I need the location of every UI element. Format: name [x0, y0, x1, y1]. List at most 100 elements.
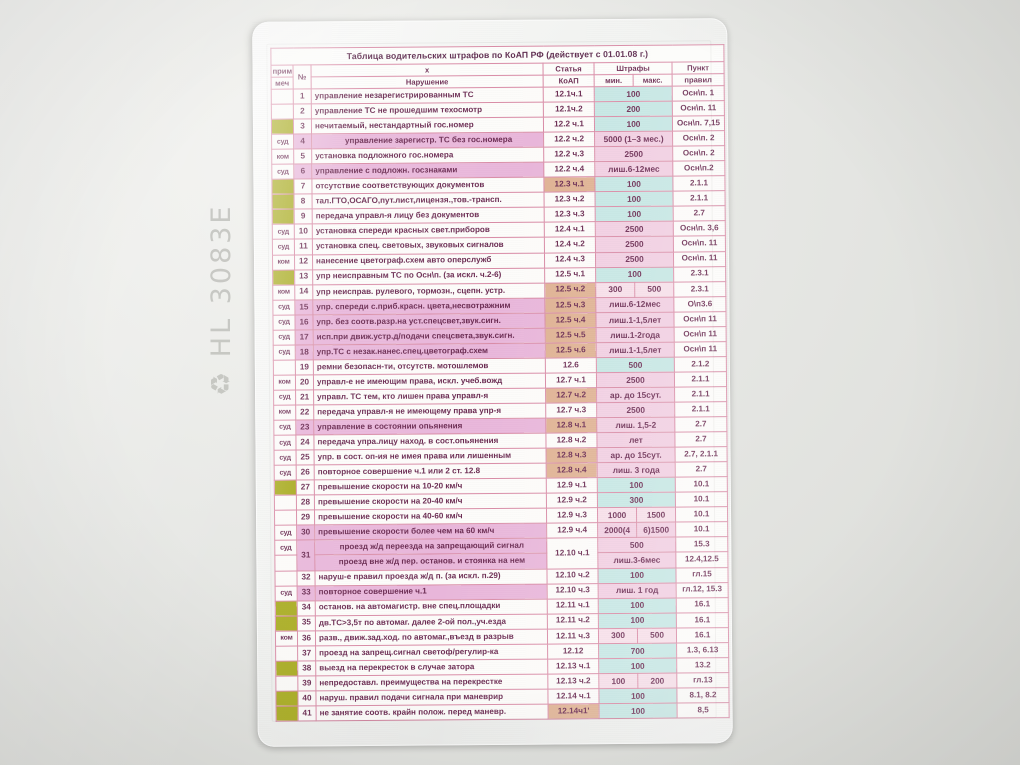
cell-article: 12.8 ч.3: [546, 447, 598, 464]
cell-rule: 13.2: [676, 657, 729, 673]
cell-fine-max: 6)1500: [636, 522, 676, 538]
cell-article: 12.10 ч.3: [547, 583, 599, 599]
cell-fine: 100: [594, 116, 673, 132]
header-rule-bottom: правил: [672, 73, 725, 87]
cell-number: 38: [297, 660, 316, 676]
cell-fine: 2500: [595, 236, 674, 253]
cell-rule: 2.7: [675, 461, 728, 478]
cell-number: 1: [293, 88, 312, 105]
cell-fine: ар. до 15сут.: [597, 447, 676, 463]
cell-number: 9: [294, 209, 313, 225]
cell-fine: 2500: [595, 221, 674, 238]
cell-fine: лиш.3-6мес: [597, 552, 676, 569]
cell-number: 40: [297, 690, 317, 706]
cell-note: [275, 615, 298, 631]
cell-article: 12.4 ч.3: [544, 252, 596, 268]
cell-number: 37: [297, 645, 316, 661]
cell-note: [274, 495, 297, 511]
cell-rule: 16.1: [676, 612, 729, 628]
cell-fine: 5000 (1–3 мес.): [594, 131, 673, 147]
header-no: №: [293, 64, 312, 90]
cell-article: 12.3 ч.3: [544, 207, 596, 223]
cell-fine: 100: [598, 687, 678, 704]
cell-number: 16: [294, 314, 314, 330]
cell-note: суд: [274, 465, 297, 481]
cell-fine: 100: [595, 266, 674, 283]
cell-fine: ар. до 15сут.: [596, 387, 675, 403]
cell-rule: 15.3: [675, 537, 728, 553]
cell-note: [274, 555, 297, 571]
cell-note: [272, 269, 295, 285]
cell-rule: гл.12, 15.3: [676, 582, 729, 598]
cell-article: 12.10 ч.2: [546, 568, 599, 584]
cell-number: 18: [295, 344, 314, 360]
cell-note: ком: [272, 284, 295, 300]
cell-rule: 2.3.1: [673, 266, 726, 282]
cell-number: 19: [295, 359, 314, 375]
cell-number: 25: [296, 450, 315, 466]
cell-fine: 2500: [594, 146, 673, 162]
cell-number: 6: [293, 164, 312, 180]
cell-rule: 2.1.1: [672, 175, 726, 192]
cell-rule: Осн\п. 3,6: [673, 221, 726, 237]
table-row: 41 не занятие соотв. крайн полож. перед м…: [276, 702, 730, 722]
cell-note: [275, 600, 298, 616]
cell-number: 28: [296, 495, 315, 511]
cell-rule: О\п3.6: [673, 296, 726, 312]
cell-article: 12.14 ч.1: [547, 688, 600, 704]
cell-fine-min: 300: [595, 281, 635, 298]
cell-rule: Осн\п. 1: [672, 85, 725, 102]
cell-fine: 100: [598, 657, 677, 674]
cell-note: суд: [273, 435, 297, 451]
cell-article: 12.5 ч.3: [544, 297, 596, 313]
cell-rule: 10.1: [675, 506, 728, 523]
header-fine-max: макс.: [633, 74, 673, 87]
cell-fine: лет: [596, 432, 676, 448]
cell-note: [275, 675, 298, 692]
header-fines: Штрафы: [593, 62, 673, 75]
header-fine-min: мин.: [594, 74, 634, 87]
cell-rule: гл.15: [675, 567, 729, 583]
cell-fine: 100: [599, 702, 678, 719]
cell-rule: 10.1: [675, 522, 728, 538]
cell-number: 30: [296, 525, 315, 541]
cell-violation: не занятие соотв. крайн полож. перед ман…: [316, 703, 549, 721]
cell-number: 32: [296, 570, 316, 586]
cell-note: [274, 570, 298, 586]
cell-note: ком: [273, 405, 296, 421]
cell-note: суд: [274, 450, 297, 466]
cell-number: 13: [294, 269, 313, 285]
cell-fine: лиш. 3 года: [597, 462, 676, 478]
cell-article: 12.8 ч.1: [545, 417, 597, 434]
cell-article: 12.1ч.1: [543, 86, 595, 103]
cell-rule: 2.1.1: [674, 386, 727, 403]
cell-rule: 2.7: [673, 206, 726, 222]
cell-fine: 100: [597, 477, 676, 493]
header-note-bottom: меч: [271, 77, 294, 90]
cell-article: 12.7 ч.2: [545, 387, 597, 404]
cell-note: [271, 89, 294, 105]
laminated-fines-card: Таблица водительских штрафов по КоАП РФ …: [252, 18, 733, 747]
cell-note: суд: [272, 314, 296, 330]
cell-note: ком: [272, 254, 295, 270]
cell-number: 35: [297, 615, 316, 631]
cell-rule: гл.13: [676, 672, 729, 688]
cell-rule: 8,5: [677, 702, 730, 719]
cell-article: 12.1ч.2: [543, 101, 595, 118]
cell-article: 12.9 ч.2: [546, 492, 598, 509]
cell-rule: 1.3, 6.13: [676, 642, 729, 658]
cell-number: 20: [295, 374, 314, 390]
cell-fine: 100: [598, 612, 677, 629]
cell-rule: 16.1: [676, 627, 729, 643]
cell-article: 12.5 ч.6: [545, 342, 597, 358]
cell-article: 12.9 ч.1: [546, 477, 598, 494]
cell-number: 7: [293, 179, 313, 195]
fines-table: Таблица водительских штрафов по КоАП РФ …: [270, 44, 730, 722]
cell-rule: 2.3.1: [673, 281, 726, 297]
cell-article: 12.2 ч.4: [543, 161, 595, 178]
cell-number: 24: [295, 434, 315, 451]
cell-rule: 2.1.1: [674, 371, 727, 388]
cell-number: 11: [294, 239, 313, 255]
cell-article: 12.2 ч.2: [543, 131, 595, 148]
cell-article: 12.7 ч.3: [545, 402, 597, 419]
